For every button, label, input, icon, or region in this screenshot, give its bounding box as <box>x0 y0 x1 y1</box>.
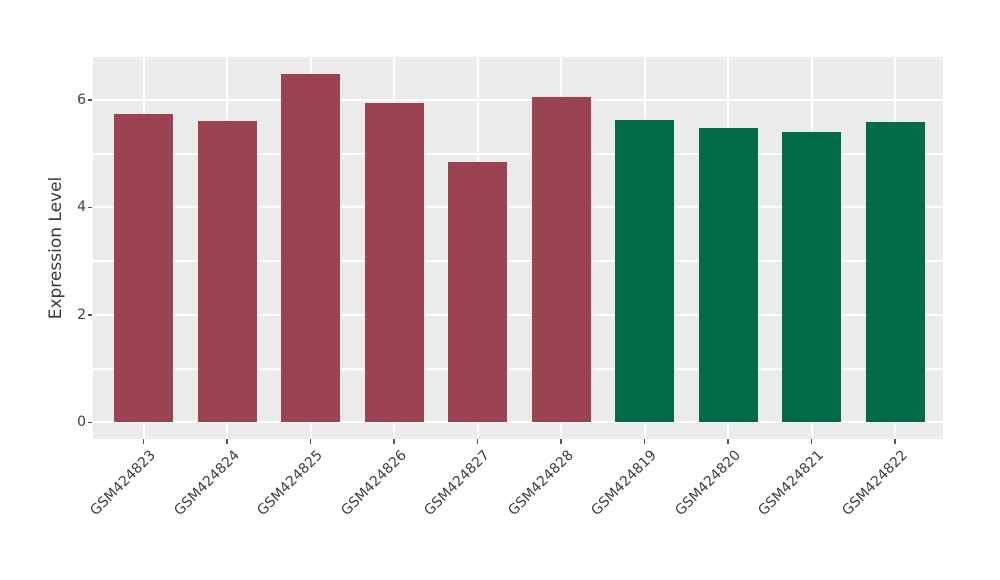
x-tick-mark <box>643 439 646 444</box>
x-tick-label: GSM424825 <box>254 447 327 519</box>
x-tick-label: GSM424826 <box>338 447 410 519</box>
x-tick-mark <box>727 439 729 444</box>
x-tick-mark <box>309 439 312 444</box>
bar-GSM424827 <box>448 162 507 423</box>
plot-panel <box>93 57 943 439</box>
x-tick-mark <box>894 439 896 444</box>
x-tick-label: GSM424823 <box>87 447 160 519</box>
y-tick-label: 4 <box>77 199 86 216</box>
gridline-horizontal <box>93 206 943 209</box>
gridline-horizontal <box>93 421 943 424</box>
bar-GSM424822 <box>865 122 925 423</box>
y-tick-mark <box>87 421 92 424</box>
y-tick-mark <box>87 314 92 316</box>
y-tick-label: 2 <box>77 306 86 323</box>
x-tick-label: GSM424827 <box>421 447 494 519</box>
gridline-horizontal <box>93 313 943 316</box>
y-tick-mark <box>87 206 92 209</box>
x-tick-mark <box>560 439 562 444</box>
gridline-horizontal <box>93 152 943 155</box>
x-tick-mark <box>142 439 145 444</box>
y-tick-mark <box>87 99 92 101</box>
gridline-horizontal <box>93 98 943 101</box>
bar-GSM424823 <box>114 113 173 423</box>
bar-GSM424824 <box>197 120 257 423</box>
bar-GSM424826 <box>364 103 424 423</box>
bar-GSM424825 <box>281 73 340 423</box>
x-tick-label: GSM424821 <box>755 447 828 519</box>
y-axis-title-text: Expression Level <box>46 176 66 320</box>
x-tick-label: GSM424820 <box>672 447 744 519</box>
x-tick-mark <box>476 439 479 444</box>
x-tick-mark <box>393 439 395 444</box>
x-tick-label: GSM424822 <box>839 447 911 519</box>
gridline-horizontal <box>93 367 943 370</box>
x-tick-mark <box>226 439 228 444</box>
x-tick-label: GSM424824 <box>171 447 243 519</box>
y-tick-label: 6 <box>77 91 86 108</box>
x-tick-label: GSM424828 <box>505 447 577 519</box>
gridline-horizontal <box>93 260 943 263</box>
x-tick-label: GSM424819 <box>588 447 661 519</box>
x-tick-mark <box>810 439 813 444</box>
bar-GSM424819 <box>615 119 674 423</box>
y-tick-label: 0 <box>77 414 86 431</box>
bar-GSM424828 <box>531 97 591 423</box>
bar-GSM424821 <box>782 131 841 423</box>
bar-GSM424820 <box>698 128 758 423</box>
